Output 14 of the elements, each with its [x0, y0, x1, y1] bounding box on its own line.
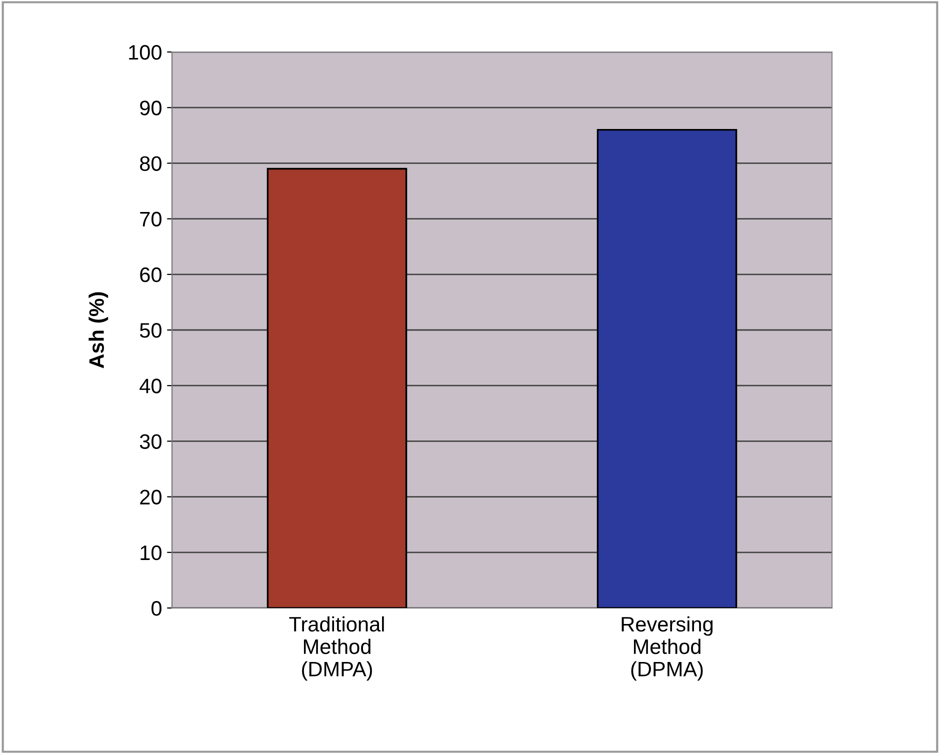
- x-tick-label: Traditional Method (DMPA): [289, 616, 384, 681]
- y-tick-label: 10: [140, 545, 162, 560]
- y-tick-label: 70: [140, 212, 162, 227]
- y-tick-label: 0: [152, 601, 162, 616]
- y-axis-title: Ash (%): [88, 292, 108, 368]
- y-tick-label: 100: [129, 45, 162, 60]
- y-tick-label: 60: [140, 267, 162, 282]
- y-tick-label: 20: [140, 490, 162, 505]
- x-tick-label: Reversing Method (DPMA): [622, 616, 713, 681]
- y-tick-label: 90: [140, 100, 162, 116]
- y-tick-label: 30: [140, 434, 162, 449]
- y-tick-label: 50: [140, 323, 162, 338]
- y-tick-label: 80: [140, 156, 162, 171]
- y-tick-label: 40: [140, 378, 162, 394]
